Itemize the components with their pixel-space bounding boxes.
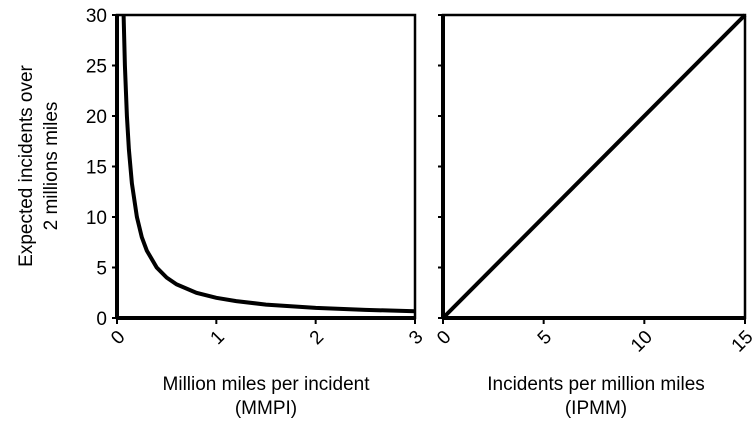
right-x-tick-label: 0 <box>433 327 455 349</box>
right-y-ticks <box>438 14 443 319</box>
right-panel: 0 5 10 15 Incidents per million miles (IPMM… <box>433 13 756 419</box>
left-y-ticks: 0 5 10 15 20 25 30 <box>86 6 117 330</box>
right-series-line <box>441 13 747 320</box>
right-x-axis-label: Incidents per million miles <box>487 374 705 395</box>
left-x-tick-label: 2 <box>306 327 328 349</box>
left-y-tick-label: 30 <box>86 6 107 27</box>
y-axis-label: Expected incidents over <box>16 64 37 266</box>
left-y-tick-label: 5 <box>96 259 107 280</box>
left-x-tick-label: 1 <box>207 327 229 349</box>
left-x-axis-label-line2: (MMPI) <box>235 398 297 419</box>
left-y-tick-label: 10 <box>86 208 107 229</box>
left-x-ticks: 0 1 2 3 <box>107 318 428 349</box>
left-series-line <box>121 14 416 314</box>
right-x-axis-label-line2: (IPMM) <box>565 398 627 419</box>
y-axis-label-line2: 2 millions miles <box>41 102 62 231</box>
right-x-tick-label: 10 <box>627 327 657 357</box>
left-x-tick-label: 0 <box>107 327 129 349</box>
left-panel: 0 5 10 15 20 25 30 0 1 2 3 Million miles per inci… <box>16 6 428 419</box>
left-x-axis-label: Million miles per incident <box>163 374 371 395</box>
left-y-tick-label: 25 <box>86 57 107 78</box>
left-y-tick-label: 15 <box>86 158 107 179</box>
left-y-tick-label: 20 <box>86 107 107 128</box>
left-y-tick-label: 0 <box>96 309 107 330</box>
left-x-tick-label: 3 <box>405 327 427 349</box>
right-x-ticks: 0 5 10 15 <box>433 318 756 356</box>
right-x-tick-label: 15 <box>728 327 756 357</box>
right-x-tick-label: 5 <box>534 327 556 349</box>
